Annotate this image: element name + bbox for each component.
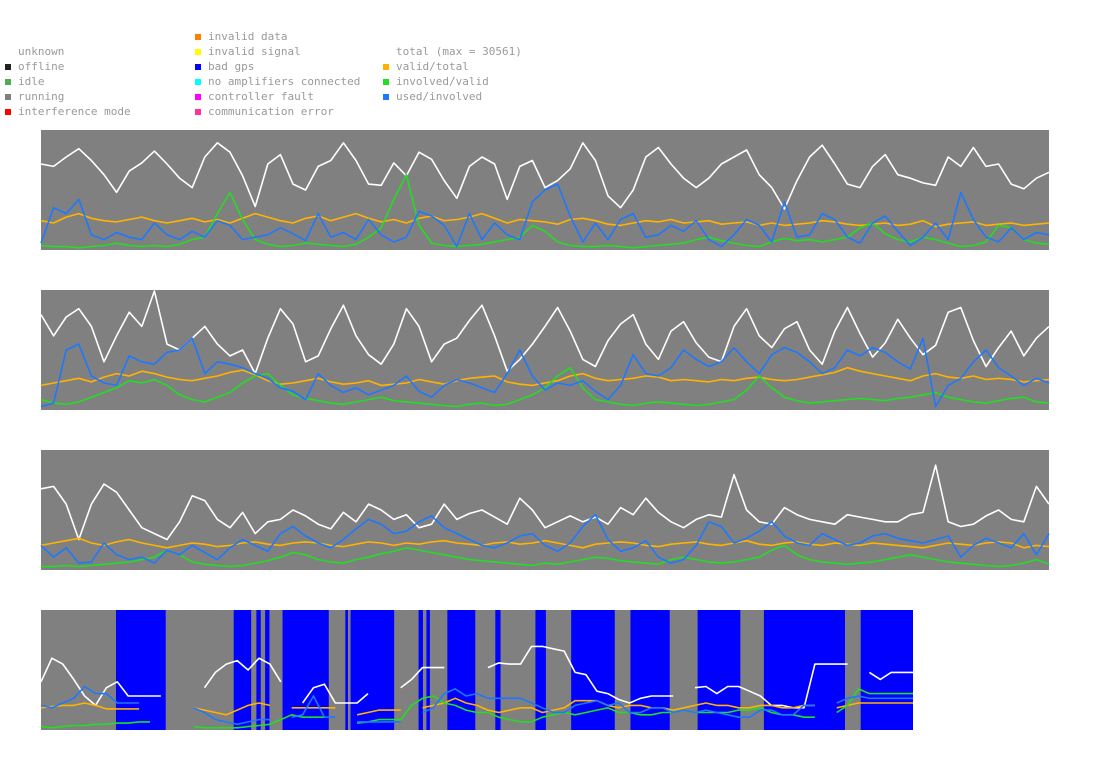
series-line-total bbox=[40, 290, 1050, 375]
status-band bbox=[495, 610, 501, 730]
legend-swatch bbox=[5, 109, 11, 115]
series-line-valid-total bbox=[40, 537, 1050, 549]
legend-label: offline bbox=[18, 60, 65, 73]
legend-label: total (max = 30561) bbox=[396, 45, 522, 58]
status-band bbox=[535, 610, 546, 730]
series-line-total bbox=[40, 142, 1050, 210]
legend-label: used/involved bbox=[396, 90, 483, 103]
chart-panel-2 bbox=[40, 290, 1050, 410]
legend-swatch bbox=[5, 79, 11, 85]
legend-label: running bbox=[18, 90, 65, 103]
legend-label: valid/total bbox=[396, 60, 469, 73]
legend-label: invalid signal bbox=[208, 45, 301, 58]
status-band bbox=[571, 610, 615, 730]
chart-panel-4 bbox=[40, 610, 913, 730]
series-line-involved-valid bbox=[40, 688, 913, 729]
status-band bbox=[233, 610, 252, 730]
legend-label: no amplifiers connected bbox=[208, 75, 361, 88]
series-line-valid-total bbox=[40, 366, 1050, 387]
legend-swatch bbox=[5, 94, 11, 100]
series-line-valid-total bbox=[40, 212, 1050, 228]
legend-swatch bbox=[383, 64, 389, 70]
plot-background bbox=[41, 450, 1049, 570]
series-line-used-involved bbox=[40, 183, 1050, 248]
legend-swatch bbox=[195, 34, 201, 40]
legend-label: involved/valid bbox=[396, 75, 489, 88]
status-band bbox=[860, 610, 913, 730]
status-band bbox=[763, 610, 845, 730]
status-band bbox=[265, 610, 270, 730]
plot-background bbox=[41, 290, 1049, 410]
series-line-involved-valid bbox=[40, 366, 1050, 408]
series-line-used-involved bbox=[40, 685, 913, 726]
chart-panel-3 bbox=[40, 450, 1050, 570]
legend-label: interference mode bbox=[18, 105, 131, 118]
status-band bbox=[447, 610, 476, 730]
legend-swatch bbox=[195, 49, 201, 55]
status-band bbox=[256, 610, 261, 730]
legend-label: unknown bbox=[18, 45, 65, 58]
series-line-involved-valid bbox=[41, 544, 1050, 568]
series-line-total bbox=[40, 464, 1050, 541]
legend: unknown offline idle running interference mo… bbox=[0, 0, 1095, 125]
status-band bbox=[630, 610, 670, 730]
legend-swatch bbox=[195, 79, 201, 85]
legend-swatch bbox=[195, 109, 201, 115]
chart-panel-1 bbox=[40, 130, 1050, 250]
legend-swatch bbox=[195, 64, 201, 70]
legend-swatch bbox=[383, 79, 389, 85]
legend-label: invalid data bbox=[208, 30, 288, 43]
legend-label: controller fault bbox=[208, 90, 314, 103]
series-line-involved-valid bbox=[40, 173, 1050, 249]
status-band bbox=[345, 610, 348, 730]
legend-label: communication error bbox=[208, 105, 334, 118]
legend-swatch bbox=[195, 94, 201, 100]
series-line-total bbox=[40, 645, 913, 709]
status-band bbox=[426, 610, 430, 730]
series-line-valid-total bbox=[40, 697, 913, 716]
series-line-used-involved bbox=[40, 337, 1050, 408]
status-band bbox=[115, 610, 166, 730]
legend-label: bad gps bbox=[208, 60, 255, 73]
legend-swatch bbox=[5, 64, 11, 70]
legend-label: idle bbox=[18, 75, 45, 88]
legend-swatch bbox=[383, 94, 389, 100]
series-line-used-involved bbox=[40, 513, 1050, 564]
